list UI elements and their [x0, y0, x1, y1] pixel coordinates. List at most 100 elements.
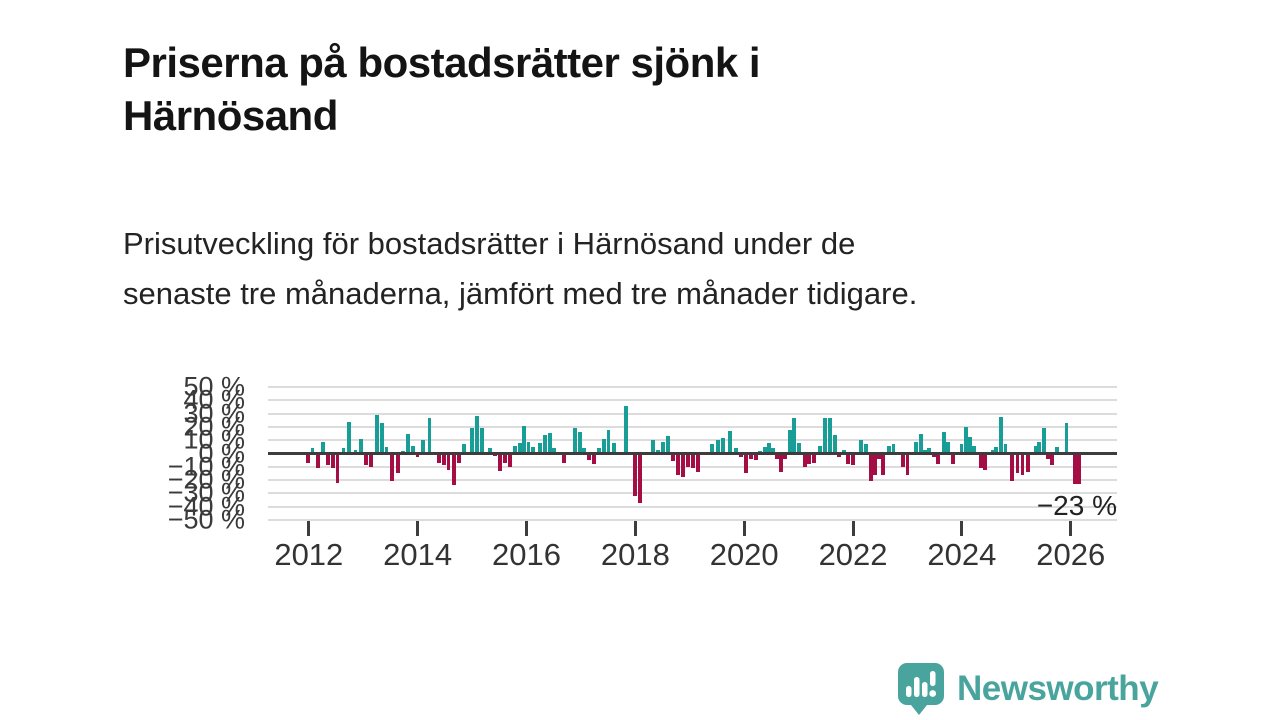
x-axis-tick-label: 2022 — [818, 537, 888, 572]
bar — [792, 417, 797, 454]
bar — [656, 449, 660, 454]
bar — [936, 453, 940, 465]
bar — [661, 441, 665, 454]
bar — [779, 453, 783, 473]
bar — [818, 445, 822, 454]
bar — [721, 437, 725, 454]
gridline — [268, 412, 1117, 415]
bar — [951, 453, 955, 465]
bar — [538, 442, 542, 454]
bar — [462, 444, 466, 454]
y-axis-tick-label: −10 % — [167, 451, 245, 482]
bar — [783, 453, 787, 459]
bar — [513, 446, 517, 454]
bar — [396, 453, 400, 474]
bar — [754, 453, 758, 461]
bar — [562, 453, 566, 464]
bar — [330, 453, 335, 469]
bar — [823, 417, 828, 454]
bar — [964, 426, 969, 454]
bar — [316, 453, 320, 469]
y-axis-tick-label: −40 % — [167, 491, 245, 522]
bar — [369, 453, 373, 468]
x-axis-tick-label: 2012 — [274, 537, 344, 572]
bar — [927, 448, 932, 454]
bar — [427, 417, 432, 454]
gridline — [268, 479, 1117, 482]
bar — [942, 432, 946, 454]
newsworthy-logo-icon — [898, 663, 944, 715]
y-axis-tick-label: 0 % — [198, 438, 245, 468]
bar — [305, 453, 310, 464]
bar — [812, 453, 816, 464]
x-axis-tick — [1069, 521, 1073, 536]
price-development-bar-chart: −23 % 50 % 40 % 30 % 20 % 10 % 0 % −10 % −20 % −… — [168, 372, 1117, 572]
bar — [972, 445, 976, 454]
bar — [521, 425, 526, 454]
bar — [994, 446, 998, 454]
bar — [946, 441, 951, 454]
bar — [767, 442, 772, 454]
bar — [1046, 453, 1050, 459]
bar — [979, 453, 983, 469]
bar — [1055, 446, 1059, 454]
bar — [1003, 444, 1008, 454]
bar — [734, 448, 738, 454]
bar — [728, 430, 732, 454]
x-axis-tick-label: 2016 — [492, 537, 561, 572]
gridline — [268, 425, 1117, 428]
bar — [1037, 441, 1041, 454]
bar — [421, 440, 425, 454]
bar — [321, 441, 325, 454]
bar — [310, 448, 315, 454]
bar — [877, 453, 881, 459]
gridline — [268, 386, 1117, 388]
bar — [353, 449, 358, 454]
bar — [990, 449, 995, 454]
bar — [601, 438, 606, 454]
bar — [775, 453, 779, 459]
bar — [488, 448, 492, 454]
y-axis-tick-label: 20 % — [183, 411, 245, 442]
bar — [475, 416, 479, 454]
gridline — [268, 505, 1117, 508]
bar — [999, 416, 1003, 454]
bar — [437, 453, 441, 463]
bar — [480, 428, 484, 454]
bar — [828, 417, 832, 454]
bar — [851, 453, 855, 466]
bar — [891, 444, 896, 454]
bar — [1020, 453, 1025, 475]
y-axis-tick-label: 50 % — [183, 371, 245, 402]
bar — [518, 442, 522, 454]
bar — [548, 432, 552, 454]
x-axis-tick — [416, 521, 420, 536]
bar — [686, 453, 690, 467]
bar — [624, 405, 628, 454]
bar — [749, 453, 754, 459]
gridline — [268, 519, 1117, 521]
y-axis-tick-label: 30 % — [183, 398, 245, 429]
bar — [739, 453, 743, 458]
page-title: Priserna på bostadsrätter sjönk i Härnös… — [123, 39, 761, 140]
bar — [446, 453, 451, 471]
bar — [406, 433, 410, 454]
bar — [359, 438, 363, 454]
bar — [864, 443, 868, 454]
x-axis-tick — [307, 521, 311, 536]
bar — [375, 414, 379, 454]
bar — [502, 453, 507, 463]
bar — [671, 453, 675, 462]
bar — [335, 453, 340, 483]
bar — [676, 453, 680, 475]
bar — [681, 453, 686, 478]
bar — [498, 453, 502, 471]
bar — [1050, 453, 1055, 466]
y-axis-tick-label: 40 % — [183, 384, 245, 415]
bar — [633, 453, 637, 497]
bar — [1033, 445, 1038, 454]
x-axis-tick-label: 2024 — [927, 537, 997, 572]
bar — [384, 446, 389, 454]
bar — [415, 453, 420, 457]
bar — [788, 430, 792, 454]
